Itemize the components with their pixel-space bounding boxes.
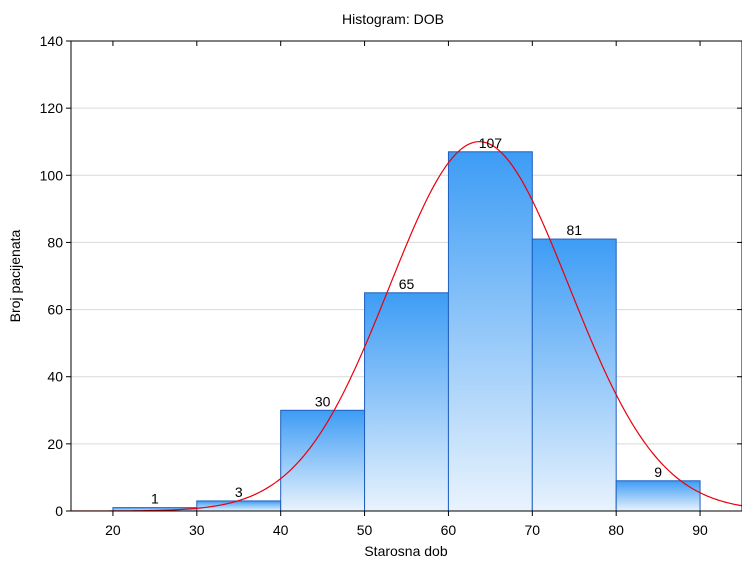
- bar-value-label: 1: [151, 491, 159, 507]
- bar-value-label: 9: [654, 464, 662, 480]
- x-tick-label: 90: [692, 522, 708, 538]
- y-tick-label: 0: [55, 503, 63, 519]
- y-tick-label: 140: [40, 33, 64, 49]
- y-tick-label: 120: [40, 100, 64, 116]
- histogram-bar: [196, 500, 282, 512]
- bar-value-label: 3: [235, 484, 243, 500]
- bar-value-label: 65: [399, 276, 415, 292]
- x-tick-label: 20: [105, 522, 121, 538]
- histogram-bar: [447, 151, 533, 512]
- x-axis: 20 30 40 50 60 70 80 90: [105, 41, 708, 538]
- y-tick-label: 20: [47, 436, 63, 452]
- plot-frame: [70, 40, 742, 512]
- chart-title: Histogram: DOB: [342, 11, 444, 27]
- histogram-bar: [364, 292, 449, 512]
- normal-curve-line: [71, 141, 742, 511]
- bar-value-label: 107: [479, 135, 503, 151]
- x-tick-label: 50: [357, 522, 373, 538]
- y-axis-title: Broj pacijenata: [7, 229, 23, 322]
- x-tick-label: 40: [273, 522, 289, 538]
- bars: [112, 151, 701, 512]
- bar-value-labels: 1 3 30 65 107 81 9: [151, 135, 662, 507]
- x-tick-label: 30: [189, 522, 205, 538]
- x-tick-label: 80: [608, 522, 624, 538]
- bar-value-label: 81: [566, 222, 582, 238]
- x-tick-label: 60: [441, 522, 457, 538]
- y-tick-label: 60: [47, 302, 63, 318]
- y-tick-label: 100: [40, 167, 64, 183]
- x-axis-title: Starosna dob: [364, 543, 447, 559]
- y-tick-label: 40: [47, 369, 63, 385]
- histogram-bar: [615, 480, 701, 512]
- x-tick-label: 70: [525, 522, 541, 538]
- histogram-bar: [531, 238, 617, 512]
- bar-value-label: 30: [315, 393, 331, 409]
- normal-fit-curve: [71, 141, 742, 511]
- y-tick-label: 80: [47, 234, 63, 250]
- y-axis: 0 20 40 60 80 100 120 140: [40, 33, 742, 519]
- histogram-bar: [280, 409, 366, 512]
